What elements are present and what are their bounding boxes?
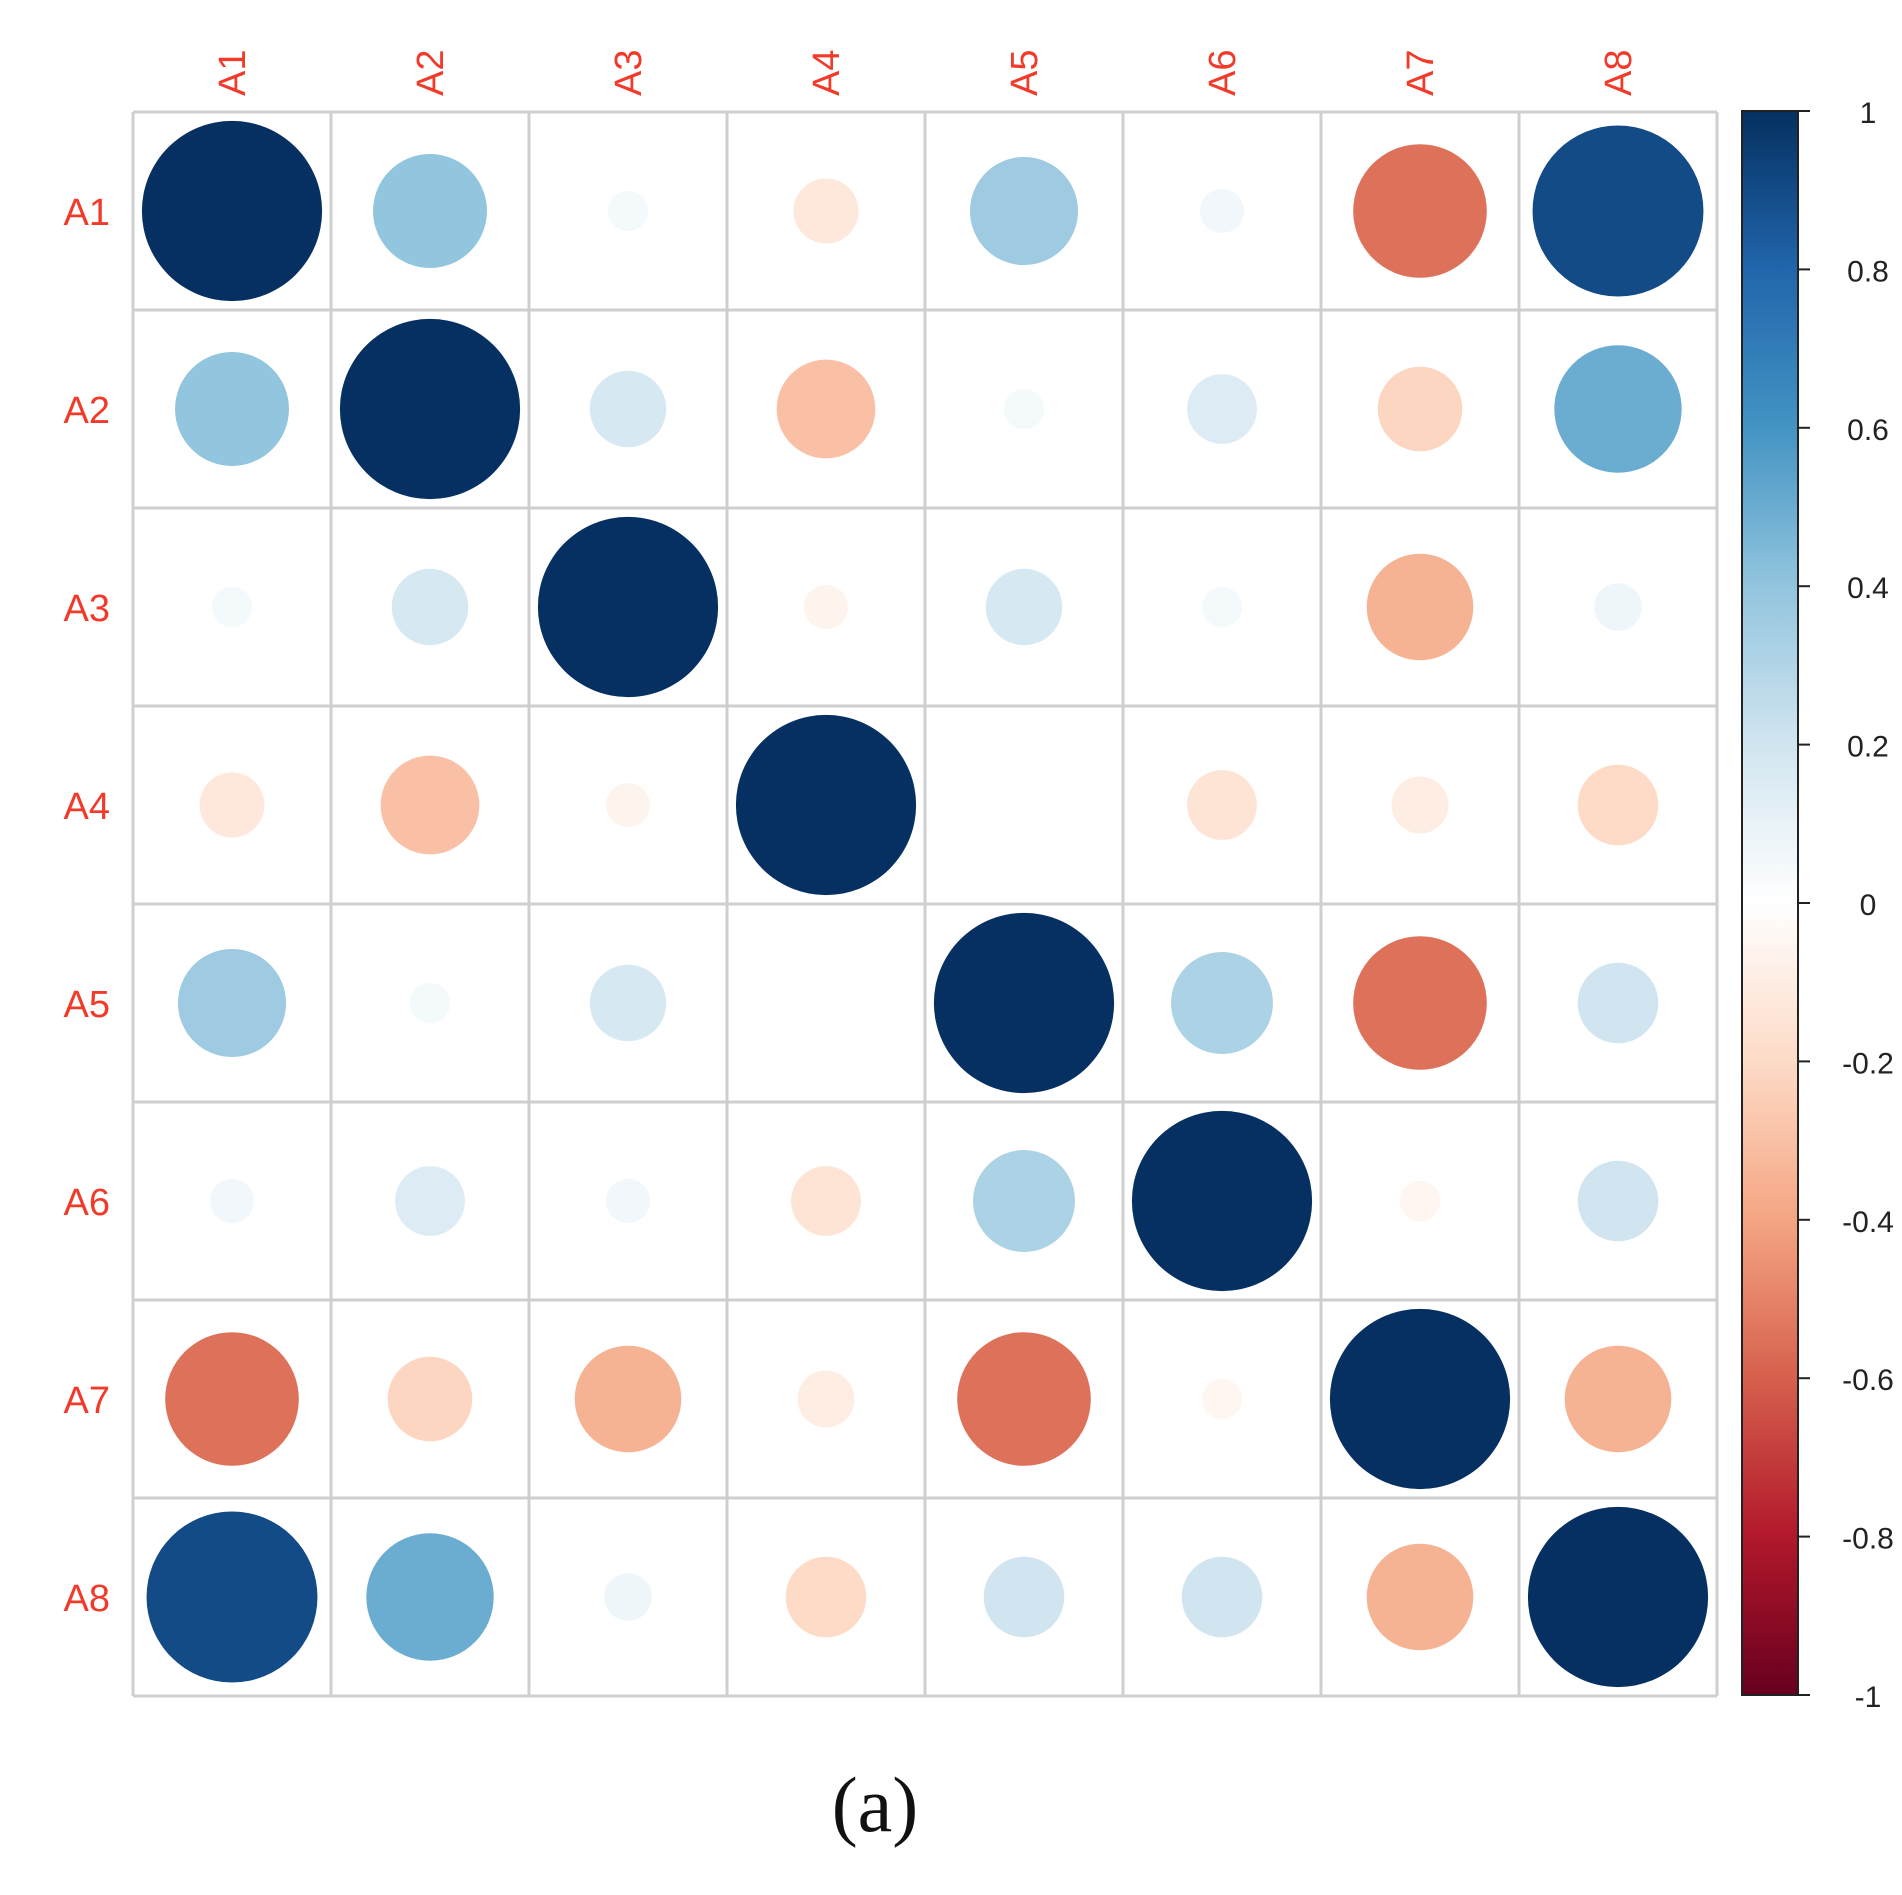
correlation-circle-a2-a5 bbox=[1003, 388, 1045, 430]
correlation-circle-a3-a4 bbox=[803, 584, 849, 630]
row-label-a5: A5 bbox=[64, 984, 110, 1026]
correlation-circle-a1-a8 bbox=[1532, 125, 1704, 297]
correlation-circle-a2-a8 bbox=[1554, 345, 1682, 473]
correlation-circle-a8-a4 bbox=[785, 1556, 867, 1638]
correlation-circle-a3-a2 bbox=[391, 568, 469, 646]
correlation-circle-a1-a3 bbox=[607, 190, 649, 232]
correlation-circle-a8-a7 bbox=[1366, 1543, 1474, 1651]
correlation-circle-a8-a8 bbox=[1527, 1506, 1709, 1688]
correlation-circle-a2-a1 bbox=[175, 352, 289, 466]
correlation-circle-a2-a3 bbox=[589, 370, 667, 448]
row-label-a8: A8 bbox=[64, 1578, 110, 1620]
correlation-circle-a3-a7 bbox=[1366, 553, 1474, 661]
correlation-circle-a4-a4 bbox=[735, 714, 917, 896]
correlation-circle-a8-a5 bbox=[983, 1556, 1065, 1638]
colorbar-tick-label: 0.6 bbox=[1847, 414, 1889, 447]
correlation-circle-a4-a3 bbox=[605, 782, 651, 828]
correlation-circle-a2-a2 bbox=[339, 318, 521, 500]
correlation-circle-a2-a6 bbox=[1187, 374, 1257, 444]
correlation-circle-a7-a6 bbox=[1201, 1378, 1243, 1420]
colorbar-tick-label: -0.4 bbox=[1842, 1206, 1894, 1239]
correlation-circle-a4-a6 bbox=[1187, 770, 1257, 840]
correlation-circle-a5-a2 bbox=[409, 982, 451, 1024]
correlation-circle-a5-a1 bbox=[177, 948, 287, 1058]
correlation-circle-a7-a1 bbox=[165, 1332, 299, 1466]
row-label-a6: A6 bbox=[64, 1182, 110, 1224]
correlation-circle-a8-a3 bbox=[604, 1573, 652, 1621]
correlation-circle-a6-a3 bbox=[605, 1178, 651, 1224]
colorbar-tick-label: 0 bbox=[1860, 889, 1877, 922]
colorbar-tick-label: -0.2 bbox=[1842, 1047, 1894, 1080]
correlation-circle-a7-a7 bbox=[1329, 1308, 1511, 1490]
colorbar-tick-label: 0.8 bbox=[1847, 255, 1889, 288]
column-label-a1: A1 bbox=[212, 50, 254, 96]
correlation-circle-a1-a5 bbox=[969, 156, 1079, 266]
row-label-a2: A2 bbox=[64, 390, 110, 432]
correlation-circle-a6-a8 bbox=[1577, 1160, 1659, 1242]
correlation-circle-a6-a6 bbox=[1131, 1110, 1313, 1292]
row-label-a4: A4 bbox=[64, 786, 110, 828]
correlation-circle-a7-a4 bbox=[797, 1370, 855, 1428]
correlation-circle-a3-a8 bbox=[1594, 583, 1642, 631]
figure-caption: (a) bbox=[831, 1761, 919, 1848]
correlation-circle-a5-a5 bbox=[933, 912, 1115, 1094]
correlation-circle-a4-a7 bbox=[1391, 776, 1449, 834]
correlation-circle-a3-a1 bbox=[211, 586, 253, 628]
correlation-circle-a7-a8 bbox=[1564, 1345, 1672, 1453]
correlation-circle-a6-a4 bbox=[791, 1166, 861, 1236]
correlation-circle-a4-a2 bbox=[380, 755, 480, 855]
correlation-circle-a8-a2 bbox=[366, 1533, 494, 1661]
column-label-a4: A4 bbox=[806, 50, 848, 96]
correlation-circle-a2-a7 bbox=[1377, 366, 1463, 452]
column-label-a2: A2 bbox=[410, 50, 452, 96]
colorbar-tick-label: 1 bbox=[1860, 97, 1877, 130]
column-label-a6: A6 bbox=[1202, 50, 1244, 96]
correlation-circle-a1-a2 bbox=[373, 154, 487, 268]
colorbar-tick-label: -0.8 bbox=[1842, 1523, 1894, 1556]
correlation-circle-a7-a5 bbox=[957, 1332, 1091, 1466]
correlation-circle-a7-a2 bbox=[387, 1356, 473, 1442]
correlation-circle-a6-a2 bbox=[395, 1166, 465, 1236]
colorbar-tick-label: 0.2 bbox=[1847, 731, 1889, 764]
correlation-circle-a4-a8 bbox=[1577, 764, 1659, 846]
row-label-a7: A7 bbox=[64, 1380, 110, 1422]
colorbar-tick-label: -0.6 bbox=[1842, 1364, 1894, 1397]
correlation-circle-a3-a6 bbox=[1201, 586, 1243, 628]
correlation-circle-a6-a5 bbox=[973, 1150, 1075, 1252]
column-label-a7: A7 bbox=[1400, 50, 1442, 96]
correlation-circle-a1-a4 bbox=[793, 178, 859, 244]
row-label-a1: A1 bbox=[64, 192, 110, 234]
column-label-a8: A8 bbox=[1598, 50, 1640, 96]
column-label-a5: A5 bbox=[1004, 50, 1046, 96]
correlation-circle-a2-a4 bbox=[776, 359, 876, 459]
correlation-circle-a8-a6 bbox=[1181, 1556, 1263, 1638]
correlation-circle-a5-a3 bbox=[589, 964, 667, 1042]
correlation-circle-a1-a7 bbox=[1353, 144, 1487, 278]
correlation-circle-a1-a1 bbox=[141, 120, 323, 302]
correlation-circle-a8-a1 bbox=[146, 1511, 318, 1683]
correlation-circle-a3-a3 bbox=[537, 516, 719, 698]
correlation-circle-a6-a7 bbox=[1399, 1180, 1441, 1222]
colorbar-tick-label: -1 bbox=[1855, 1681, 1882, 1714]
correlation-circle-a4-a1 bbox=[199, 772, 265, 838]
correlation-circle-a7-a3 bbox=[574, 1345, 682, 1453]
correlation-circle-a6-a1 bbox=[209, 1178, 255, 1224]
correlation-circle-a3-a5 bbox=[985, 568, 1063, 646]
correlation-circle-a5-a8 bbox=[1577, 962, 1659, 1044]
colorbar-tick-label: 0.4 bbox=[1847, 572, 1889, 605]
correlation-circle-a5-a6 bbox=[1171, 952, 1273, 1054]
correlation-circle-a1-a6 bbox=[1199, 188, 1245, 234]
colorbar bbox=[1741, 110, 1799, 1696]
row-label-a3: A3 bbox=[64, 588, 110, 630]
column-label-a3: A3 bbox=[608, 50, 650, 96]
correlation-circle-a5-a7 bbox=[1353, 936, 1487, 1070]
